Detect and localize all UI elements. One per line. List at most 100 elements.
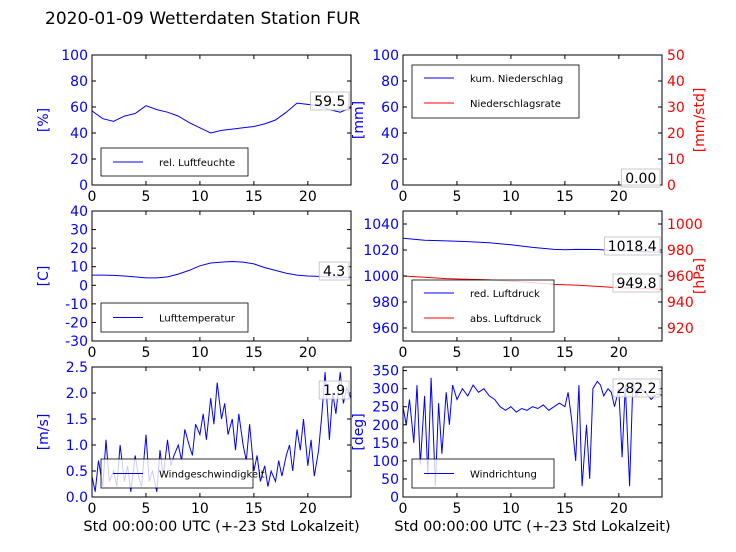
annotation: 1.9	[323, 383, 345, 399]
x-tick-label: 5	[452, 501, 461, 517]
y-tick-label: 60	[70, 100, 88, 116]
x-tick-label: 20	[299, 345, 317, 361]
y-tick-label: 80	[70, 74, 88, 90]
legend: kum. Niederschlag Niederschlagsrate	[412, 65, 579, 118]
y-tick-label: 1.5	[66, 412, 88, 428]
y-tick-label: 100	[372, 454, 399, 470]
x-tick-label: 5	[141, 501, 150, 517]
x-tick-label: 5	[452, 189, 461, 205]
y-tick-label: 200	[372, 418, 399, 434]
y-tick-label: 40	[70, 126, 88, 142]
y-tick-label: 40	[70, 204, 88, 220]
y-tick-label: 980	[372, 295, 399, 311]
legend-label: Windrichtung	[470, 470, 537, 481]
legend-label: Niederschlagsrate	[470, 99, 561, 110]
x-tick-label: 5	[141, 189, 150, 205]
y-tick-label: 0.5	[66, 464, 88, 480]
y-tick-label: 80	[381, 74, 399, 90]
y-axis-label: [mm]	[351, 101, 367, 139]
y-tick-label: 40	[381, 126, 399, 142]
y-tick-label: 100	[61, 48, 88, 64]
x-axis-label: Std 00:00:00 UTC (+-23 Std Lokalzeit)	[83, 519, 359, 535]
y-tick-label: 1.0	[66, 438, 88, 454]
legend-label: Windgeschwindigkeit	[159, 470, 265, 481]
legend-box	[412, 65, 579, 118]
y2-tick-label: 10	[667, 152, 685, 168]
x-tick-label: 15	[245, 501, 263, 517]
y-axis-label: [m/s]	[36, 414, 52, 451]
panel-temperature: 0 5 10 15 20 -30 -20 -10 0 10 20 30 40 [C] Lufttempera…	[36, 204, 351, 361]
y-tick-label: 20	[70, 241, 88, 257]
x-tick-label: 0	[88, 501, 97, 517]
x-tick-label: 20	[299, 501, 317, 517]
y2-tick-label: 940	[667, 295, 694, 311]
x-tick-label: 10	[191, 501, 209, 517]
y2-tick-label: 960	[667, 269, 694, 285]
panel-wind_direction: 0 5 10 15 20050100150200250300350[deg]Std 00…	[351, 364, 671, 535]
x-tick-label: 0	[399, 345, 408, 361]
x-tick-label: 20	[610, 189, 628, 205]
y-axis-label: [C]	[36, 266, 52, 287]
x-axis-label: Std 00:00:00 UTC (+-23 Std Lokalzeit)	[394, 519, 670, 535]
x-tick-label: 10	[191, 189, 209, 205]
legend-label: kum. Niederschlag	[470, 74, 563, 85]
x-tick-label: 10	[502, 189, 520, 205]
y2-tick-label: 20	[667, 126, 685, 142]
x-tick-label: 20	[299, 189, 317, 205]
y-tick-label: 0	[390, 490, 399, 506]
y-tick-label: 0.0	[66, 490, 88, 506]
legend-label: rel. Luftfeuchte	[159, 158, 235, 169]
y-tick-label: 0	[79, 278, 88, 294]
y-tick-label: 1000	[363, 269, 399, 285]
y-axis-label: [%]	[36, 108, 52, 132]
y2-tick-label: 50	[667, 48, 685, 64]
y2-tick-label: 30	[667, 100, 685, 116]
y-tick-label: -20	[65, 315, 88, 331]
panel-humidity: 0 5 10 15 20 0 20 40 60 80 100 [%] rel. Luftfeuchte 5…	[36, 48, 351, 205]
y-tick-label: 20	[70, 152, 88, 168]
x-tick-label: 5	[452, 345, 461, 361]
y2-tick-label: 920	[667, 321, 694, 337]
y-tick-label: 350	[372, 364, 399, 380]
x-tick-label: 5	[141, 345, 150, 361]
annotation-left: 1018.4	[608, 239, 657, 255]
x-tick-label: 20	[610, 345, 628, 361]
annotation: 4.3	[323, 264, 345, 280]
y-tick-label: 60	[381, 100, 399, 116]
y-tick-label: 30	[70, 223, 88, 239]
legend-label: Lufttemperatur	[159, 314, 236, 325]
x-tick-label: 15	[556, 345, 574, 361]
annotation: 59.5	[314, 94, 345, 110]
x-tick-label: 15	[245, 189, 263, 205]
y2-axis-label: [hPa]	[692, 258, 708, 294]
x-tick-label: 15	[245, 345, 263, 361]
y-tick-label: 2.0	[66, 386, 88, 402]
y-tick-label: 1020	[363, 243, 399, 259]
x-tick-label: 10	[502, 345, 520, 361]
legend: rel. Luftfeuchte	[101, 148, 248, 176]
panel-pressure: 0 5 10 15 20 960 980 1000 1020 1040 920 940 960 980 10…	[363, 211, 708, 361]
y-tick-label: 250	[372, 400, 399, 416]
y-tick-label: 2.5	[66, 360, 88, 376]
annotation: 0.00	[625, 171, 656, 187]
x-tick-label: 0	[88, 345, 97, 361]
legend: Windgeschwindigkeit	[101, 459, 265, 488]
x-tick-label: 0	[88, 189, 97, 205]
y-tick-label: 100	[372, 48, 399, 64]
y-tick-label: 0	[390, 178, 399, 194]
y2-tick-label: 40	[667, 74, 685, 90]
legend: Windrichtung	[412, 459, 554, 488]
annotation: 282.2	[616, 381, 656, 397]
legend-label: abs. Luftdruck	[470, 314, 541, 325]
legend-label: red. Luftdruck	[470, 289, 540, 300]
y-tick-label: 50	[381, 472, 399, 488]
panel-precipitation: 0 5 10 15 20 0 20 40 60 80 100 0 10 20 30 40 50 [mm] [mm/s…	[351, 48, 708, 205]
panel-wind_speed: 0 5 10 15 20 0.0 0.5 1.0 1.5 2.0 2.5 [m/s] Std 00:00…	[36, 360, 360, 535]
y-tick-label: -30	[65, 334, 88, 350]
x-tick-label: 15	[556, 189, 574, 205]
annotation-right: 949.8	[616, 276, 656, 292]
x-tick-label: 10	[191, 345, 209, 361]
y2-tick-label: 0	[667, 178, 676, 194]
legend: red. Luftdruck abs. Luftdruck	[412, 280, 554, 332]
